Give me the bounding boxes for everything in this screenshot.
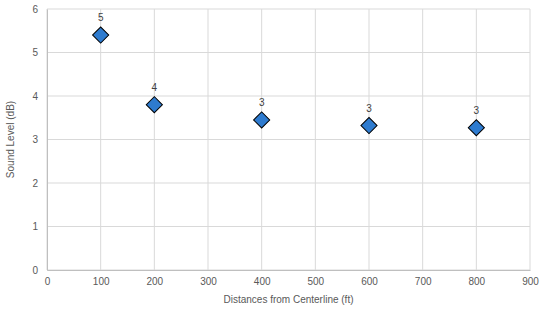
tick: 500 (307, 270, 324, 287)
point (146, 97, 162, 113)
tick: 2 (32, 178, 47, 189)
y-axis-title: Sound Level (dB) (5, 101, 16, 178)
tick: 900 (522, 270, 539, 287)
tick-label: 6 (32, 4, 38, 15)
chart: 0 100 200 300 400 500 600 700 800 900 0 1 2 3 4 5 6 5 4 3 3 3… (0, 0, 557, 323)
tick-label: 200 (146, 276, 163, 287)
tick-label: 600 (361, 276, 378, 287)
x-axis: 0 100 200 300 400 500 600 700 800 900 (45, 270, 540, 287)
point (468, 120, 484, 136)
y-grid-line (47, 9, 530, 10)
tick-label: 400 (254, 276, 271, 287)
tick: 0 (45, 270, 51, 287)
tick-label: 100 (93, 276, 110, 287)
tick-label: 900 (522, 276, 539, 287)
tick-label: 500 (307, 276, 324, 287)
data-label: 3 (259, 97, 265, 108)
y-grid-line (47, 96, 530, 97)
tick: 1 (32, 221, 47, 232)
tick-label: 2 (32, 178, 38, 189)
tick: 4 (32, 91, 47, 102)
tick: 400 (254, 270, 271, 287)
y-grid-line (47, 226, 530, 227)
y-grid-line (47, 52, 530, 53)
axis-line (47, 10, 48, 271)
tick: 700 (415, 270, 432, 287)
tick-label: 0 (45, 276, 51, 287)
data-label: 3 (366, 103, 372, 114)
data-label: 4 (152, 82, 158, 93)
point (361, 118, 377, 134)
grid (47, 9, 530, 270)
tick: 200 (146, 270, 163, 287)
data-labels: 5 4 3 3 3 (98, 12, 480, 116)
data-label: 3 (474, 105, 480, 116)
points (93, 27, 485, 136)
y-grid-line (47, 139, 530, 140)
axis-line (48, 270, 531, 271)
plot: 0 100 200 300 400 500 600 700 800 900 0 1 2 3 4 5 6 5 4 3 3 3 (32, 4, 539, 287)
tick-label: 5 (32, 47, 38, 58)
y-axis: 0 1 2 3 4 5 6 (32, 4, 47, 276)
tick: 6 (32, 4, 47, 15)
tick: 800 (468, 270, 485, 287)
tick: 300 (200, 270, 217, 287)
data-label: 5 (98, 12, 104, 23)
tick: 0 (32, 265, 47, 276)
tick: 600 (361, 270, 378, 287)
tick-label: 700 (415, 276, 432, 287)
tick-label: 0 (32, 265, 38, 276)
tick: 5 (32, 47, 47, 58)
tick-label: 4 (32, 91, 38, 102)
x-grid-line (47, 9, 48, 270)
x-axis-title: Distances from Centerline (ft) (223, 294, 353, 305)
tick: 100 (93, 270, 110, 287)
tick-label: 3 (32, 134, 38, 145)
point (93, 27, 109, 43)
tick: 3 (32, 134, 47, 145)
tick-label: 1 (32, 221, 38, 232)
y-grid-line (47, 183, 530, 184)
tick-label: 800 (468, 276, 485, 287)
point (254, 112, 270, 128)
y-grid-line (47, 270, 530, 271)
tick-label: 300 (200, 276, 217, 287)
